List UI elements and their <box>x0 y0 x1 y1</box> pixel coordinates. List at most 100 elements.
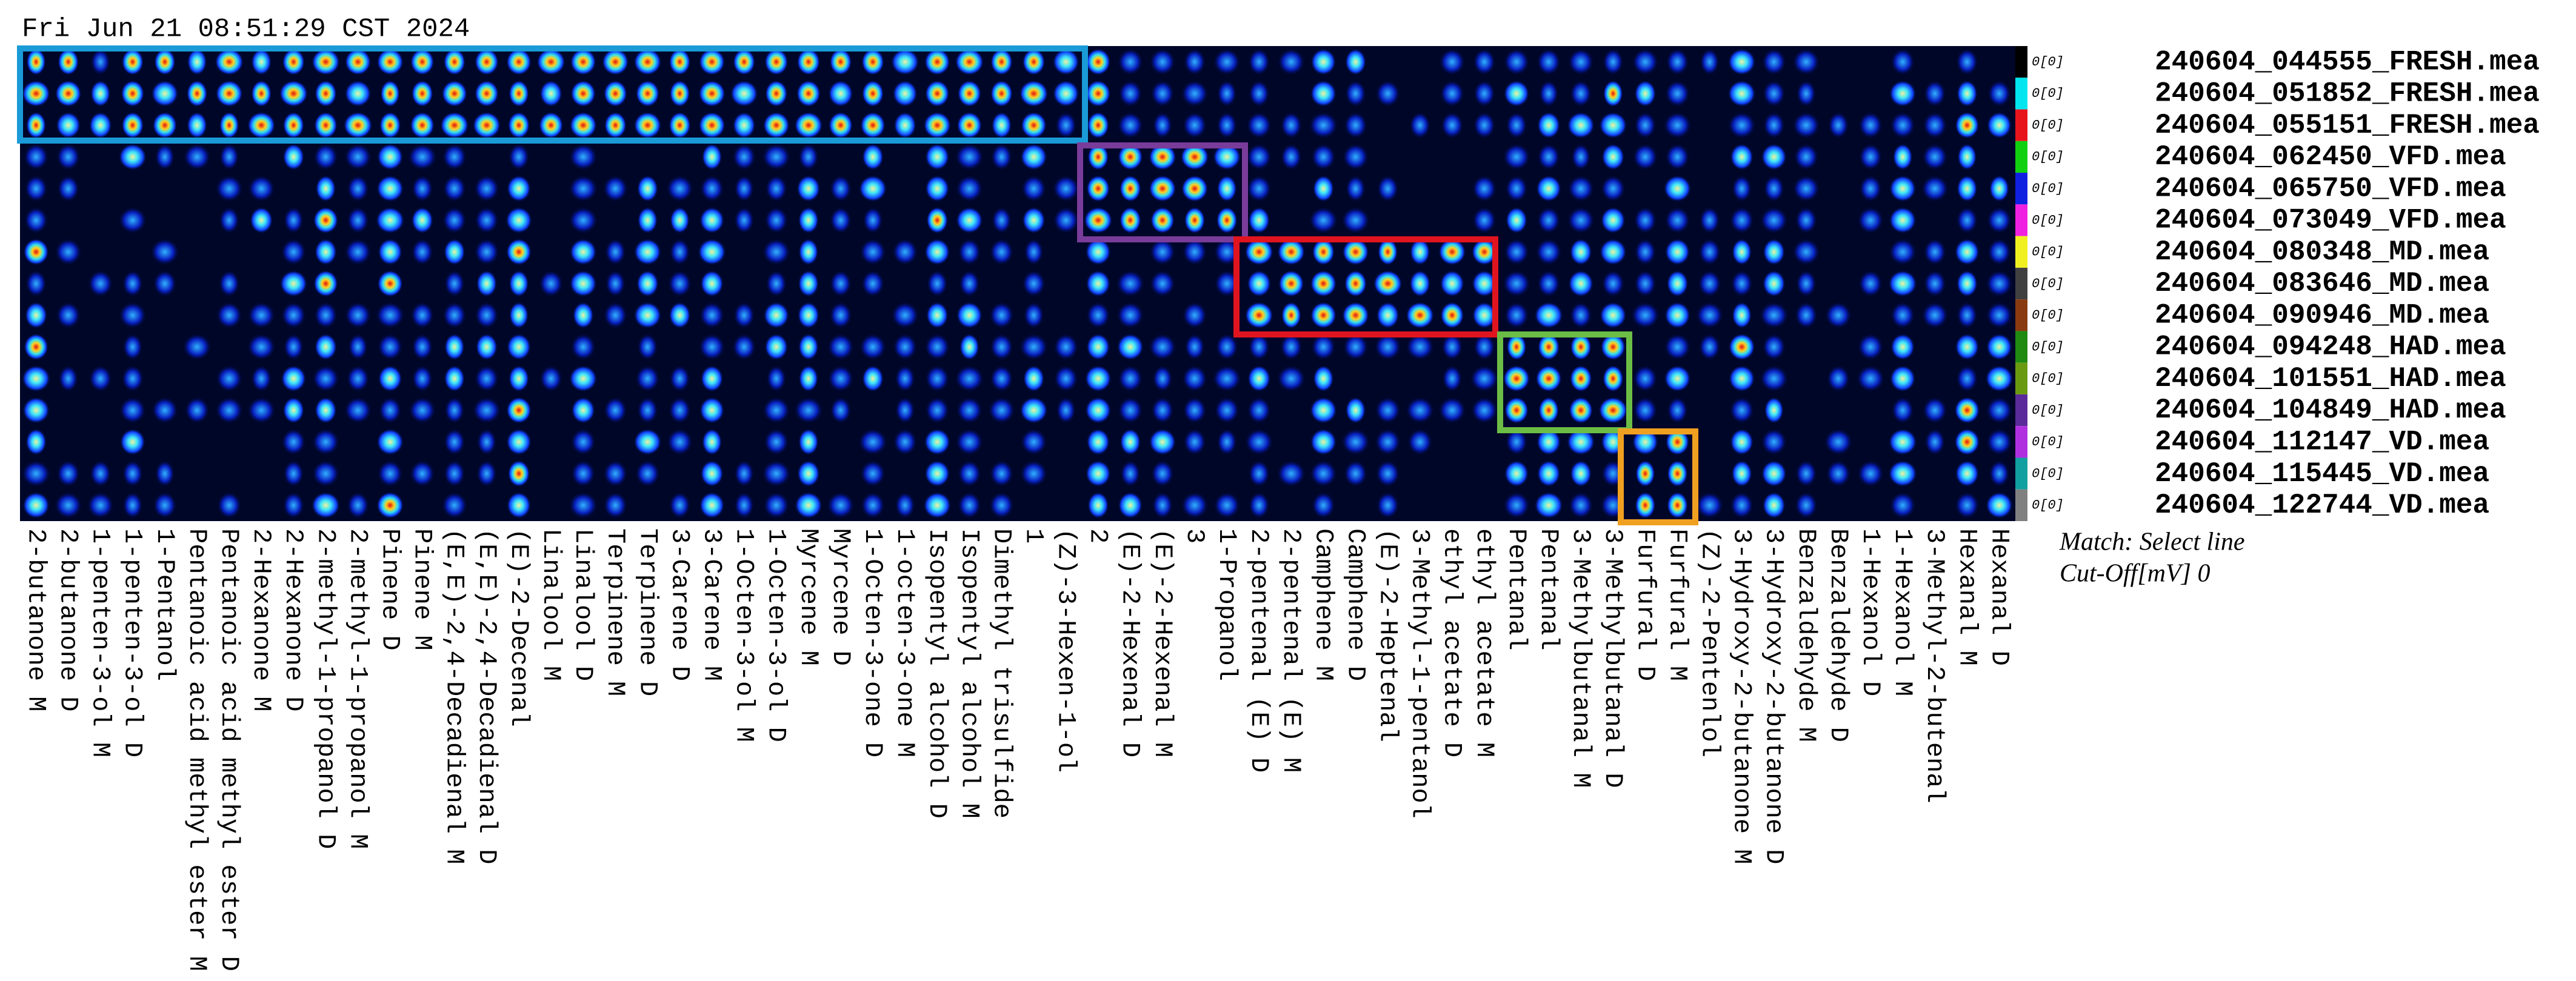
sample-name: 240604_065750_VFD.mea <box>2155 173 2506 204</box>
peak-spot <box>1957 302 1978 329</box>
peak-spot <box>1989 175 2009 202</box>
highlight-box <box>1077 142 1248 242</box>
peak-spot <box>633 111 662 139</box>
peak-spot <box>1116 333 1144 361</box>
peak-spot <box>506 428 532 456</box>
peak-spot <box>122 460 143 487</box>
match-value: 0[0] <box>2032 213 2064 228</box>
peak-spot <box>1599 111 1627 139</box>
peak-spot <box>344 80 372 107</box>
peak-spot <box>862 143 884 170</box>
peak-spot <box>830 207 852 234</box>
compound-label: 3-Carene M <box>697 528 726 681</box>
peak-spot <box>1086 80 1111 107</box>
peak-spot <box>734 491 754 519</box>
peak-spot <box>1024 238 1044 265</box>
peak-spot <box>1020 428 1047 456</box>
peak-spot <box>1601 143 1625 170</box>
peak-spot <box>764 428 789 456</box>
peak-spot <box>1956 48 1978 76</box>
peak-spot <box>1732 175 1752 202</box>
compound-label: 2-butanone M <box>21 528 50 711</box>
peak-spot <box>1021 111 1047 139</box>
peak-spot <box>347 175 369 202</box>
peak-spot <box>1567 207 1595 234</box>
peak-spot <box>1181 175 1209 202</box>
peak-spot <box>407 143 437 170</box>
peak-spot <box>25 270 47 297</box>
peak-spot <box>829 302 852 329</box>
peak-spot <box>122 333 143 361</box>
compound-label: Myrcene D <box>826 528 855 666</box>
peak-spot <box>605 270 626 297</box>
sample-name: 240604_122744_VD.mea <box>2155 490 2489 521</box>
peak-spot <box>1247 365 1271 392</box>
peak-spot <box>1987 80 2011 107</box>
peak-spot <box>1732 302 1752 329</box>
sample-color <box>2015 362 2027 394</box>
peak-spot <box>572 302 594 329</box>
peak-spot <box>1570 333 1592 361</box>
peak-spot <box>1536 175 1561 202</box>
peak-spot <box>1825 302 1852 329</box>
peak-spot <box>121 365 144 392</box>
peak-spot <box>443 48 465 76</box>
sample-name: 240604_080348_MD.mea <box>2155 236 2489 268</box>
peak-spot <box>859 333 887 361</box>
peak-spot <box>1796 270 1817 297</box>
peak-spot <box>474 238 499 265</box>
compound-label: ethyl acetate D <box>1438 528 1467 757</box>
peak-spot <box>829 48 852 76</box>
peak-spot <box>507 175 531 202</box>
peak-spot <box>442 207 467 234</box>
sample-name: 240604_073049_VFD.mea <box>2155 205 2506 236</box>
peak-spot <box>669 80 690 107</box>
peak-spot <box>830 270 852 297</box>
peak-spot <box>312 48 340 76</box>
peak-spot <box>1438 397 1466 424</box>
peak-spot <box>215 80 243 107</box>
peak-spot <box>1956 207 1978 234</box>
peak-spot <box>1923 238 1946 265</box>
peak-spot <box>1796 80 1817 107</box>
peak-spot <box>282 48 305 76</box>
peak-spot <box>1665 80 1690 107</box>
peak-spot <box>1503 48 1530 76</box>
peak-spot <box>1663 175 1692 202</box>
peak-spot <box>1406 302 1434 329</box>
peak-spot <box>380 80 400 107</box>
peak-spot <box>956 111 983 139</box>
peak-spot <box>861 48 884 76</box>
peak-spot <box>90 48 110 76</box>
peak-spot <box>827 333 854 361</box>
peak-spot <box>698 111 726 139</box>
peak-spot <box>154 48 176 76</box>
match-value: 0[0] <box>2032 245 2064 260</box>
match-value: 0[0] <box>2032 339 2064 354</box>
peak-spot <box>476 428 497 456</box>
peak-spot <box>1922 397 1947 424</box>
peak-spot <box>1923 111 1947 139</box>
peak-spot <box>1664 333 1691 361</box>
peak-spot <box>1827 111 1849 139</box>
peak-spot <box>762 238 790 265</box>
peak-spot <box>569 207 598 234</box>
peak-spot <box>1406 333 1434 361</box>
match-value: 0[0] <box>2032 181 2064 196</box>
peak-spot <box>314 238 337 265</box>
peak-spot <box>602 175 628 202</box>
peak-spot <box>1281 302 1301 329</box>
peak-spot <box>441 491 467 519</box>
peak-spot <box>669 238 690 265</box>
peak-spot <box>733 48 756 76</box>
compound-label: 3-Methyl-1-pentanol <box>1406 528 1435 819</box>
highlight-box <box>1497 331 1632 433</box>
peak-spot <box>1212 365 1241 392</box>
compound-label: Linalool M <box>536 528 566 681</box>
peak-spot <box>1053 207 1079 234</box>
peak-spot <box>1890 333 1915 361</box>
peak-spot <box>957 80 981 107</box>
peak-spot <box>1534 302 1563 329</box>
peak-spot <box>1055 111 1077 139</box>
